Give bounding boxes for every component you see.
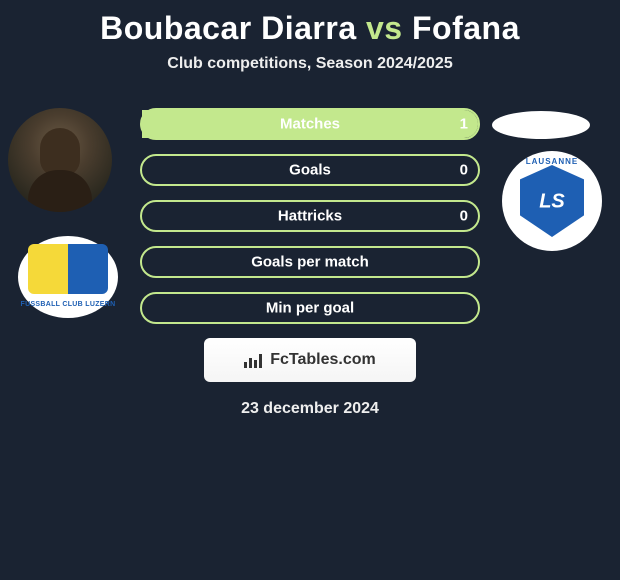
player1-avatar xyxy=(8,108,112,212)
player2-team-shield xyxy=(520,165,584,237)
stat-label: Hattricks xyxy=(278,208,342,225)
title-vs: vs xyxy=(366,10,403,46)
stat-label: Matches xyxy=(280,116,340,133)
stat-label: Goals per match xyxy=(251,254,369,271)
bar-chart-icon xyxy=(244,352,264,368)
title-player2: Fofana xyxy=(412,10,520,46)
snapshot-date: 23 december 2024 xyxy=(0,400,620,418)
stat-row-hattricks: Hattricks 0 xyxy=(140,200,480,232)
player1-team-label: FUSSBALL CLUB LUZERN xyxy=(18,301,118,308)
site-logo-text: FcTables.com xyxy=(270,351,376,369)
site-logo[interactable]: FcTables.com xyxy=(204,338,416,382)
stat-value-right: 0 xyxy=(460,162,468,179)
title-player1: Boubacar Diarra xyxy=(100,10,356,46)
player2-team-arc: LAUSANNE xyxy=(512,157,592,166)
stat-label: Min per goal xyxy=(266,300,354,317)
stat-row-min-per-goal: Min per goal xyxy=(140,292,480,324)
stat-bars: Matches 1 Goals 0 Hattricks 0 Goals per … xyxy=(140,108,480,324)
page-title: Boubacar Diarra vs Fofana xyxy=(0,10,620,47)
stat-value-right: 1 xyxy=(460,116,468,133)
subtitle: Club competitions, Season 2024/2025 xyxy=(0,55,620,73)
player2-avatar-placeholder xyxy=(492,111,590,139)
stat-row-matches: Matches 1 xyxy=(140,108,480,140)
stat-row-goals: Goals 0 xyxy=(140,154,480,186)
player1-team-badge: FUSSBALL CLUB LUZERN xyxy=(18,236,118,318)
stat-value-right: 0 xyxy=(460,208,468,225)
stat-label: Goals xyxy=(289,162,331,179)
stat-row-goals-per-match: Goals per match xyxy=(140,246,480,278)
player2-team-badge: LAUSANNE xyxy=(502,151,602,251)
